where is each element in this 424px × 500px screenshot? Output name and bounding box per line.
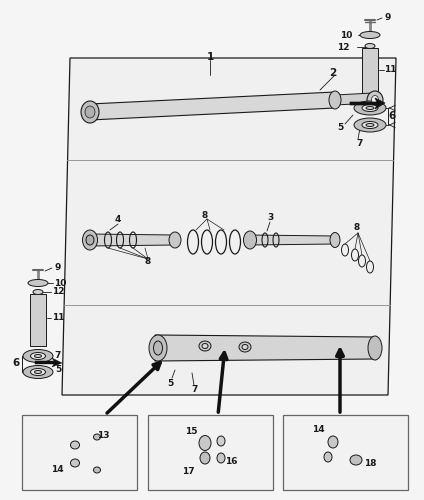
Text: 4: 4 bbox=[115, 216, 121, 224]
Ellipse shape bbox=[149, 335, 167, 361]
Text: 6: 6 bbox=[12, 358, 20, 368]
Text: 16: 16 bbox=[225, 456, 237, 466]
Bar bbox=[362, 48, 378, 100]
Ellipse shape bbox=[199, 436, 211, 450]
Ellipse shape bbox=[330, 232, 340, 248]
Ellipse shape bbox=[70, 441, 80, 449]
Ellipse shape bbox=[365, 44, 375, 49]
Text: 9: 9 bbox=[55, 264, 61, 272]
Ellipse shape bbox=[368, 336, 382, 360]
Ellipse shape bbox=[354, 118, 386, 132]
Ellipse shape bbox=[81, 101, 99, 123]
Text: 15: 15 bbox=[185, 426, 197, 436]
Ellipse shape bbox=[199, 341, 211, 351]
Text: 17: 17 bbox=[182, 466, 194, 475]
Text: 2: 2 bbox=[329, 68, 337, 78]
Ellipse shape bbox=[86, 235, 94, 245]
Ellipse shape bbox=[83, 230, 98, 250]
Ellipse shape bbox=[362, 122, 378, 128]
Polygon shape bbox=[335, 93, 373, 105]
Text: 11: 11 bbox=[384, 66, 396, 74]
Ellipse shape bbox=[31, 352, 45, 360]
Polygon shape bbox=[35, 358, 62, 367]
Text: 8: 8 bbox=[202, 210, 208, 220]
Ellipse shape bbox=[34, 354, 42, 358]
Ellipse shape bbox=[239, 342, 251, 352]
Ellipse shape bbox=[94, 434, 100, 440]
Ellipse shape bbox=[350, 455, 362, 465]
Ellipse shape bbox=[367, 91, 383, 109]
Ellipse shape bbox=[28, 280, 48, 286]
Text: 14: 14 bbox=[51, 464, 63, 473]
Polygon shape bbox=[155, 335, 375, 361]
Text: 6: 6 bbox=[388, 111, 396, 121]
Ellipse shape bbox=[366, 106, 374, 110]
Ellipse shape bbox=[33, 290, 43, 294]
Polygon shape bbox=[90, 92, 335, 120]
Text: 12: 12 bbox=[338, 42, 350, 51]
Ellipse shape bbox=[23, 350, 53, 362]
Ellipse shape bbox=[34, 370, 42, 374]
Text: 1: 1 bbox=[206, 52, 214, 62]
Bar bbox=[148, 415, 273, 490]
Ellipse shape bbox=[242, 344, 248, 350]
Polygon shape bbox=[250, 235, 335, 245]
Ellipse shape bbox=[94, 467, 100, 473]
Text: 5: 5 bbox=[167, 378, 173, 388]
Ellipse shape bbox=[85, 106, 95, 118]
Ellipse shape bbox=[243, 231, 257, 249]
Polygon shape bbox=[62, 58, 396, 395]
Ellipse shape bbox=[362, 104, 378, 112]
Text: 3: 3 bbox=[267, 214, 273, 222]
Text: 7: 7 bbox=[357, 138, 363, 147]
Text: 5: 5 bbox=[55, 366, 61, 374]
Ellipse shape bbox=[23, 366, 53, 378]
Ellipse shape bbox=[31, 368, 45, 376]
Text: 18: 18 bbox=[364, 460, 376, 468]
Ellipse shape bbox=[360, 32, 380, 38]
Polygon shape bbox=[90, 234, 175, 246]
Bar bbox=[30, 294, 46, 346]
Ellipse shape bbox=[200, 452, 210, 464]
Ellipse shape bbox=[169, 232, 181, 248]
Text: 9: 9 bbox=[385, 14, 391, 22]
Ellipse shape bbox=[371, 96, 379, 104]
Text: 7: 7 bbox=[192, 386, 198, 394]
Text: 12: 12 bbox=[52, 288, 64, 296]
Ellipse shape bbox=[70, 459, 80, 467]
Ellipse shape bbox=[217, 453, 225, 463]
Ellipse shape bbox=[217, 436, 225, 446]
Ellipse shape bbox=[324, 452, 332, 462]
Text: 10: 10 bbox=[54, 278, 66, 287]
Ellipse shape bbox=[366, 124, 374, 126]
Text: 7: 7 bbox=[55, 352, 61, 360]
Bar bbox=[22, 415, 137, 490]
Text: 14: 14 bbox=[312, 426, 324, 434]
Text: 8: 8 bbox=[354, 224, 360, 232]
Text: 13: 13 bbox=[97, 430, 109, 440]
Text: 8: 8 bbox=[145, 258, 151, 266]
Polygon shape bbox=[350, 98, 385, 109]
Bar bbox=[283, 415, 408, 490]
Text: 11: 11 bbox=[52, 314, 64, 322]
Text: 5: 5 bbox=[337, 124, 343, 132]
Ellipse shape bbox=[202, 344, 208, 348]
Ellipse shape bbox=[329, 91, 341, 109]
Ellipse shape bbox=[153, 341, 162, 355]
Ellipse shape bbox=[328, 436, 338, 448]
Ellipse shape bbox=[354, 101, 386, 115]
Text: 10: 10 bbox=[340, 30, 352, 40]
